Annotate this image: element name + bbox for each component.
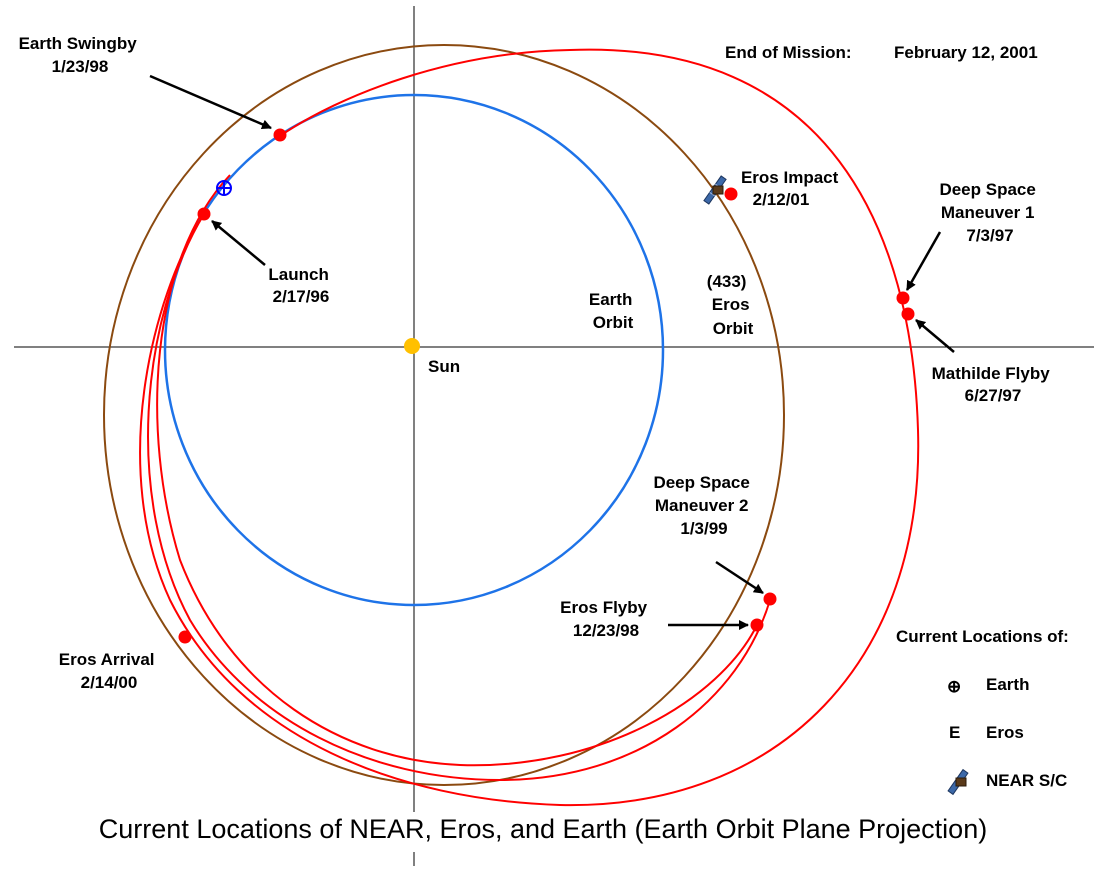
label-eros-flyby: Eros Flyby 12/23/98 [560, 598, 652, 640]
marker-eros-arrival [178, 630, 192, 644]
label-mathilde: Mathilde Flyby 6/27/97 [932, 364, 1055, 405]
arrow-earth-swingby [149, 74, 272, 130]
marker-mathilde [901, 307, 915, 321]
near-trajectory-middle [147, 213, 771, 782]
legend-eros-label: Eros [986, 723, 1024, 742]
arrow-mathilde [915, 319, 955, 353]
near-trajectory-outer [139, 48, 920, 807]
marker-dsm1 [896, 291, 910, 305]
marker-dsm2 [763, 592, 777, 606]
label-eros-orbit: (433) Eros Orbit [707, 272, 754, 338]
end-of-mission-label: End of Mission: [725, 43, 852, 62]
sun-marker [404, 338, 420, 354]
sun-label: Sun [428, 357, 460, 376]
diagram-title: Current Locations of NEAR, Eros, and Ear… [99, 814, 987, 844]
marker-eros-impact [724, 187, 738, 201]
legend-title: Current Locations of: [896, 627, 1069, 646]
label-earth-swingby: Earth Swingby 1/23/98 [19, 34, 142, 76]
near-trajectory-inner [156, 174, 758, 767]
arrow-launch [211, 220, 266, 266]
legend-eros-symbol: E [949, 723, 960, 742]
label-dsm2: Deep Space Maneuver 2 1/3/99 [653, 473, 754, 538]
label-launch: Launch 2/17/96 [268, 265, 333, 306]
legend-near-label: NEAR S/C [986, 771, 1067, 790]
label-eros-impact: Eros Impact 2/12/01 [741, 168, 843, 209]
label-earth-orbit: Earth Orbit [589, 290, 637, 332]
earth-orbit [163, 93, 665, 607]
arrow-dsm1 [905, 231, 942, 291]
marker-eros-flyby [750, 618, 764, 632]
legend-earth-label: Earth [986, 675, 1029, 694]
marker-launch [197, 207, 211, 221]
marker-earth-swingby [273, 128, 287, 142]
near-spacecraft-current-icon [703, 175, 727, 205]
arrow-dsm2 [715, 560, 764, 595]
label-eros-arrival: Eros Arrival 2/14/00 [59, 650, 159, 692]
end-of-mission-date: February 12, 2001 [894, 43, 1038, 62]
eros-orbit [103, 44, 785, 786]
legend-earth-symbol: ⊕ [947, 677, 961, 696]
legend-near-icon [947, 768, 969, 796]
label-dsm1: Deep Space Maneuver 1 7/3/97 [939, 180, 1040, 245]
earth-current-location-icon [216, 180, 232, 196]
